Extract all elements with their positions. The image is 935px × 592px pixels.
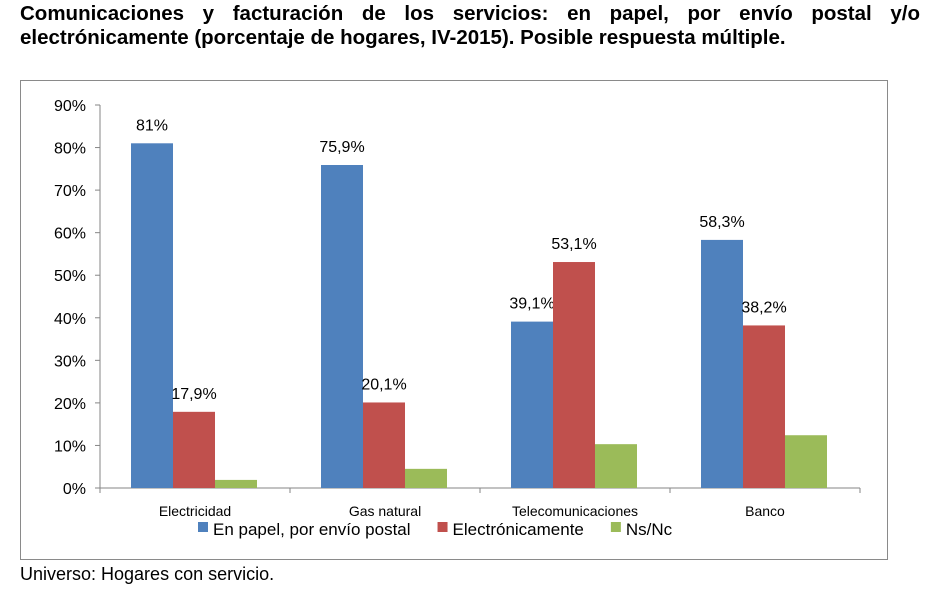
chart-frame — [20, 80, 888, 560]
y-tick-label: 30% — [54, 353, 86, 370]
y-tick-label: 10% — [54, 438, 86, 455]
chart-title: Comunicaciones y facturación de los serv… — [20, 2, 920, 49]
legend-label: En papel, por envío postal — [213, 520, 411, 539]
bar — [405, 468, 447, 488]
bar — [131, 143, 173, 489]
bar — [173, 411, 215, 488]
bar — [701, 239, 743, 488]
bar — [553, 262, 595, 488]
y-tick-label: 80% — [54, 141, 86, 158]
bar — [321, 165, 363, 488]
y-tick-label: 90% — [54, 98, 86, 115]
bar — [363, 402, 405, 488]
data-label: 17,9% — [171, 386, 216, 403]
legend-swatch — [198, 522, 208, 532]
data-label: 81% — [136, 117, 168, 134]
data-label: 58,3% — [699, 214, 744, 231]
legend-swatch — [437, 522, 448, 532]
bar — [595, 444, 637, 488]
data-label: 53,1% — [551, 236, 596, 253]
y-tick-label: 60% — [54, 226, 86, 243]
footnote: Universo: Hogares con servicio. — [20, 564, 275, 584]
data-label: 38,2% — [741, 299, 786, 316]
bar — [743, 325, 785, 488]
y-tick-label: 50% — [54, 268, 86, 285]
data-label: 75,9% — [319, 139, 364, 156]
x-tick-label: Banco — [745, 503, 785, 519]
legend-label: Ns/Nc — [626, 520, 673, 539]
x-tick-label: Telecomunicaciones — [512, 503, 638, 519]
bar — [511, 321, 553, 488]
x-tick-label: Gas natural — [349, 503, 421, 519]
data-label: 39,1% — [509, 296, 554, 313]
legend-label: Electrónicamente — [453, 520, 584, 539]
bar — [215, 479, 257, 488]
x-tick-label: Electricidad — [159, 503, 231, 519]
bar — [785, 435, 827, 488]
y-tick-label: 0% — [63, 481, 86, 498]
y-tick-label: 20% — [54, 396, 86, 413]
legend-swatch — [610, 522, 621, 532]
y-tick-label: 40% — [54, 311, 86, 328]
y-tick-label: 70% — [54, 183, 86, 200]
data-label: 20,1% — [361, 376, 406, 393]
